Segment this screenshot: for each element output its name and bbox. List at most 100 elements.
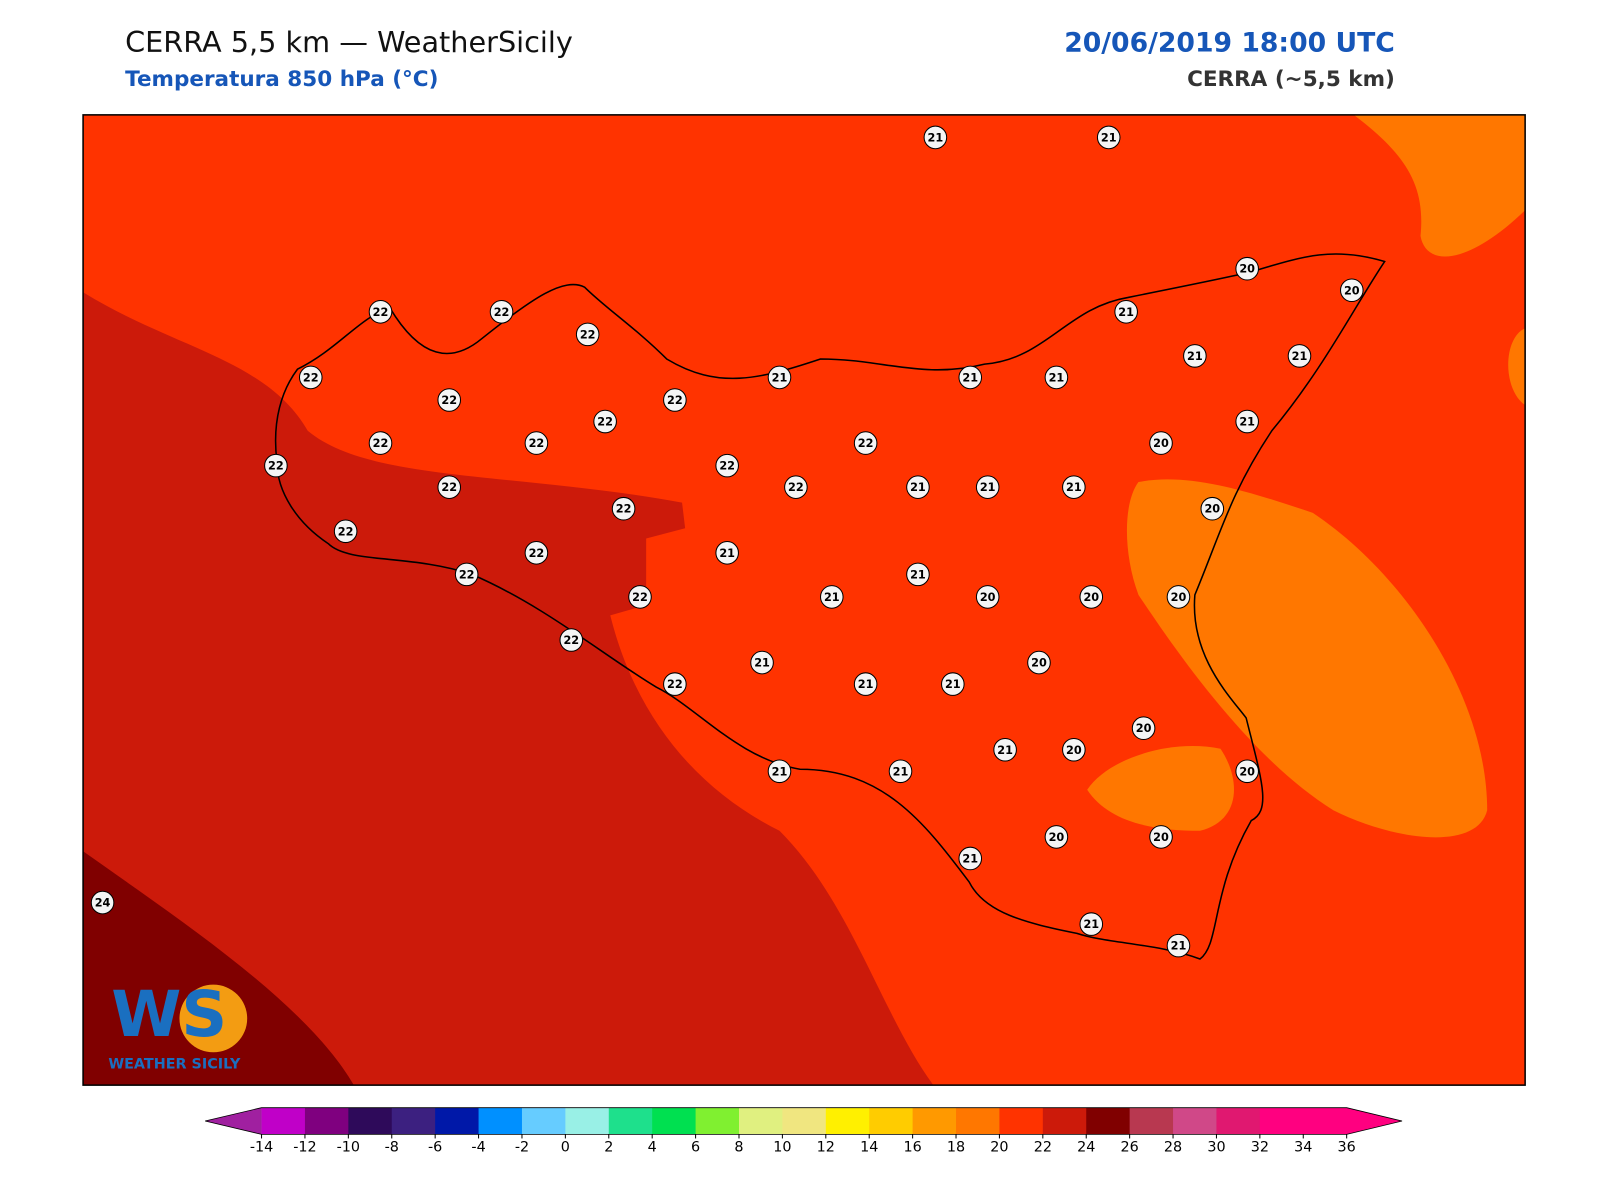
station-marker [1200, 496, 1225, 521]
temperature-field [83, 114, 1526, 1086]
station-value: 22 [529, 437, 545, 450]
station-value: 21 [893, 765, 909, 778]
station-value: 20 [1153, 831, 1169, 844]
station-value: 22 [338, 525, 354, 538]
station-marker [784, 475, 808, 499]
station-marker [923, 125, 948, 150]
station-marker [333, 519, 358, 544]
station-marker [368, 431, 393, 455]
colorbar-tick-label: -12 [293, 1140, 316, 1156]
station-marker [853, 672, 878, 696]
station-marker [437, 475, 462, 499]
station-value: 21 [928, 131, 944, 144]
station-marker [663, 388, 687, 412]
station-marker [298, 365, 323, 390]
colorbar-tick-label: 2 [604, 1140, 613, 1156]
station-value: 21 [1101, 131, 1117, 144]
station-value: 21 [754, 657, 770, 670]
station-value: 20 [1171, 591, 1187, 604]
colorbar-bin [478, 1107, 523, 1135]
colorbar-tick-label: 22 [1034, 1140, 1052, 1156]
station-value: 22 [373, 306, 389, 319]
colorbar-tick-label: -6 [428, 1140, 442, 1156]
colorbar-tick-label: 4 [648, 1140, 657, 1156]
subtitle: Temperatura 850 hPa (°C) [125, 67, 438, 92]
colorbar-tick-label: 0 [561, 1140, 570, 1156]
station-value: 22 [268, 460, 284, 473]
station-value: 21 [1083, 918, 1099, 931]
station-marker [559, 628, 584, 652]
station-value: 21 [1066, 481, 1082, 494]
station-marker [628, 585, 652, 609]
station-marker [90, 890, 115, 915]
colorbar-bin [912, 1107, 957, 1135]
station-marker [1166, 933, 1191, 958]
colorbar-tick-label: -8 [385, 1140, 399, 1156]
station-value: 21 [962, 371, 978, 384]
station-value: 22 [563, 634, 579, 647]
colorbar-bin [782, 1107, 827, 1135]
colorbar-tick-label: 30 [1207, 1140, 1225, 1156]
model: CERRA (~5,5 km) [1187, 67, 1395, 92]
station-value: 22 [529, 547, 545, 560]
colorbar-tick-label: 8 [734, 1140, 743, 1156]
colorbar-bin [956, 1107, 1000, 1135]
station-value: 21 [1118, 306, 1134, 319]
logo-circle [179, 984, 248, 1053]
station-value: 22 [667, 678, 683, 691]
station-marker [437, 388, 462, 412]
station-value: 21 [1239, 416, 1255, 429]
station-marker [1339, 278, 1364, 303]
station-value: 21 [997, 744, 1013, 757]
station-value: 21 [1049, 371, 1065, 384]
map-frame [82, 114, 1526, 1086]
station-value: 22 [441, 394, 457, 407]
station-value: 22 [788, 481, 804, 494]
station-marker [368, 300, 393, 324]
colorbar-bin [1173, 1107, 1217, 1135]
station-value: 20 [980, 591, 996, 604]
station-value: 21 [824, 591, 840, 604]
colorbar-bin [348, 1107, 393, 1135]
colorbar-bin [1086, 1107, 1131, 1135]
station-value: 20 [1344, 284, 1360, 297]
colorbar-tick-label: 26 [1121, 1140, 1139, 1156]
station-marker [1287, 344, 1312, 368]
station-value: 20 [1083, 591, 1099, 604]
colorbar-tick-label: -14 [250, 1140, 273, 1156]
station-marker [750, 650, 774, 675]
station-value: 22 [494, 306, 510, 319]
station-marker [593, 409, 617, 434]
station-marker [1062, 737, 1086, 762]
station-value: 24 [95, 897, 111, 910]
station-value: 21 [910, 481, 926, 494]
station-value: 20 [1031, 657, 1047, 670]
colorbar-bin [521, 1107, 566, 1135]
colorbar-bin [999, 1107, 1044, 1135]
colorbar-bin [391, 1107, 436, 1135]
station-value: 22 [373, 437, 389, 450]
station-marker [1183, 344, 1207, 368]
station-value: 21 [719, 547, 735, 560]
colorbar-bin [304, 1107, 349, 1135]
station-marker [767, 365, 792, 390]
station-marker [888, 759, 913, 784]
stations: 21 21 20 20 22 22 22 21 21 21 22 21 21 21 22 22 22 21 22 22… [90, 125, 1364, 958]
station-marker [975, 475, 1000, 499]
station-marker [1235, 759, 1259, 784]
station-marker [715, 453, 739, 478]
station-marker [1166, 585, 1191, 609]
colorbar-bin [695, 1107, 740, 1135]
station-marker [1114, 300, 1138, 324]
station-marker [1044, 365, 1069, 390]
coastline [274, 253, 1386, 960]
station-marker [1235, 256, 1259, 281]
colorbar-bin [1042, 1107, 1087, 1135]
colorbar-tick-label: 10 [773, 1140, 791, 1156]
colorbar-bin [825, 1107, 870, 1135]
colorbar-extend-low [205, 1107, 262, 1135]
station-value: 21 [858, 678, 874, 691]
colorbar-tick-label: 36 [1338, 1140, 1356, 1156]
station-value: 20 [1153, 437, 1169, 450]
station-marker [1149, 825, 1173, 849]
